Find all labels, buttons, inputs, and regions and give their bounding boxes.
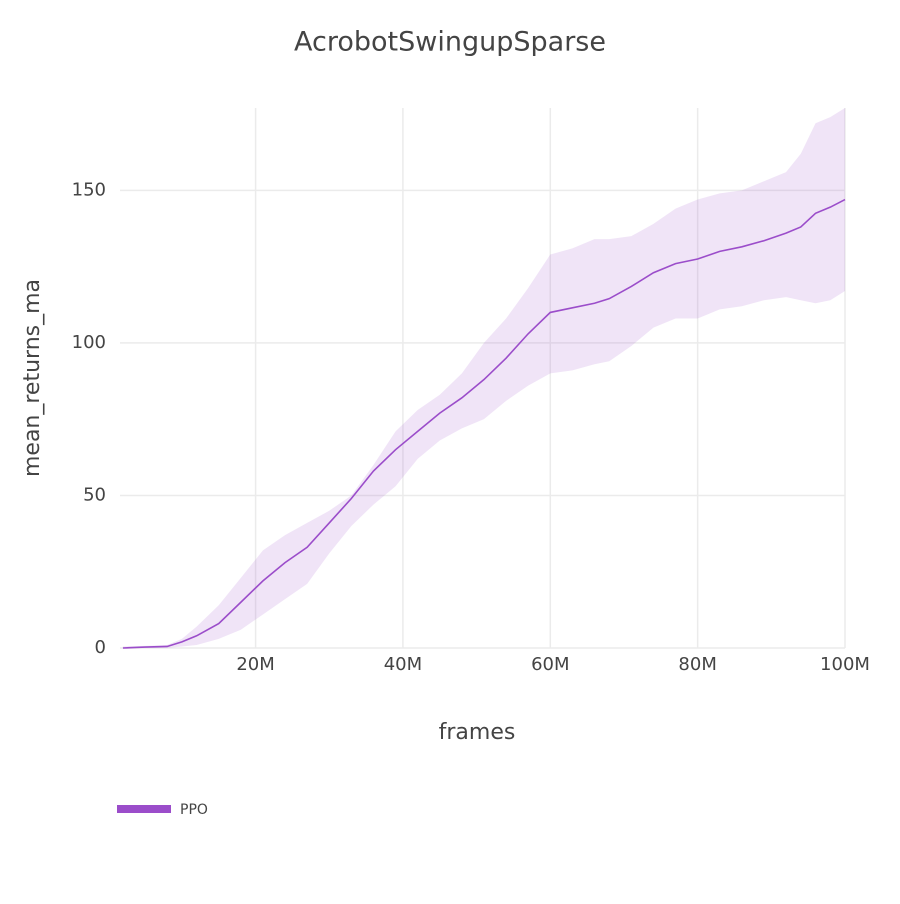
y-tick-label: 100 (72, 332, 106, 353)
y-tick-label: 0 (95, 637, 106, 658)
x-tick-label: 80M (678, 654, 716, 675)
x-tick-label: 20M (236, 654, 274, 675)
line (122, 198, 846, 649)
chart-title: AcrobotSwingupSparse (294, 27, 606, 58)
y-axis-title: mean_returns_ma (20, 279, 45, 477)
y-tick-label: 150 (72, 179, 106, 200)
x-axis-title: frames (439, 720, 516, 745)
x-tick-label: 40M (384, 654, 422, 675)
band (122, 108, 846, 648)
x-tick-label: 100M (820, 654, 870, 675)
y-tick-label: 50 (83, 484, 106, 505)
legend-label: PPO (180, 802, 208, 818)
x-tick-label: 60M (531, 654, 569, 675)
